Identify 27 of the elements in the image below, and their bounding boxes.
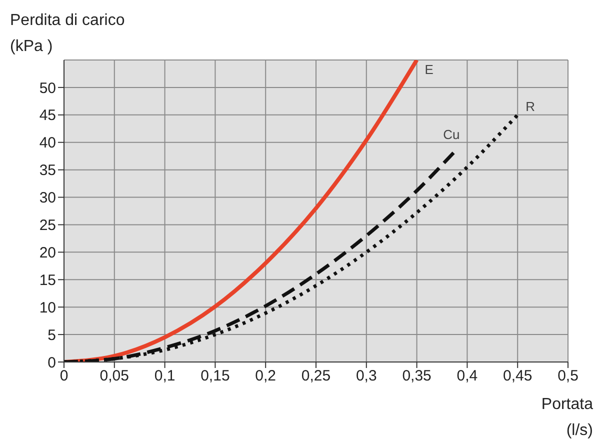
series-label: Cu [443,126,460,142]
x-tick-label: 0,4 [456,368,478,385]
x-tick-label: 0,05 [100,368,129,385]
y-tick-label: 35 [39,162,56,180]
series-label: R [526,98,535,114]
y-tick-label: 50 [39,80,56,97]
x-tick-label: 0,15 [200,368,230,385]
y-tick-label: 15 [39,272,56,289]
x-tick-label: 0,3 [356,368,377,385]
x-tick-label: 0,1 [154,368,176,385]
series-label: E [424,62,434,77]
y-tick-label: 10 [39,299,56,316]
y-tick-label: 30 [39,190,56,207]
x-tick-label: 0,35 [402,368,432,385]
y-tick-label: 5 [48,326,56,344]
y-tick-label: 45 [39,107,56,124]
x-tick-label: 0,45 [503,368,532,385]
x-tick-label: 0,25 [301,368,331,385]
y-axis-title: Perdita di carico (kPa ) [10,11,125,57]
x-tick-label: 0,2 [255,368,276,385]
x-tick-label: 0,5 [558,368,578,385]
x-tick-label: 0 [60,368,68,385]
y-tick-label: 20 [39,244,56,262]
y-tick-label: 0 [48,354,56,372]
y-tick-label: 25 [39,217,56,234]
y-tick-label: 40 [39,134,56,152]
x-axis-title: Portata (l/s) [541,395,593,441]
